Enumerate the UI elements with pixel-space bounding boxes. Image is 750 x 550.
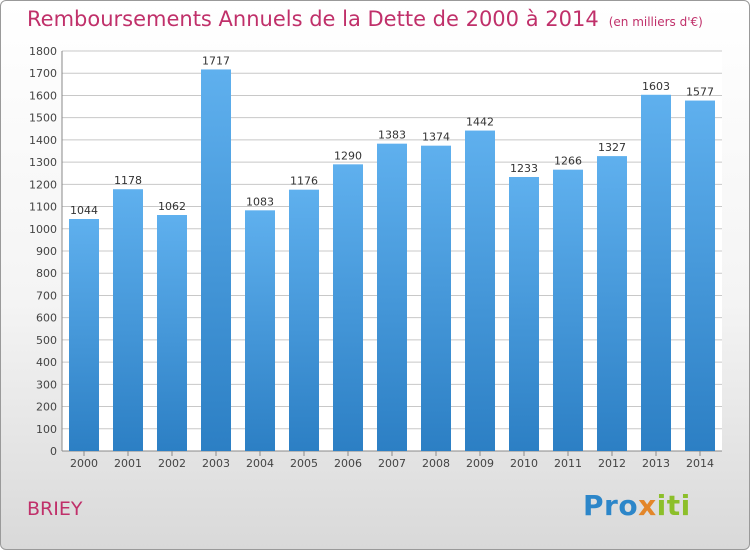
y-tick-label: 300 [36, 378, 57, 391]
x-tick-label: 2007 [378, 457, 406, 470]
data-label: 1577 [686, 86, 714, 99]
data-label: 1383 [378, 129, 406, 142]
town-name: BRIEY [27, 498, 83, 520]
bar [333, 164, 363, 452]
data-label: 1083 [246, 195, 274, 208]
y-tick-label: 1800 [29, 45, 57, 58]
y-tick-label: 1300 [29, 156, 57, 169]
x-tick-label: 2014 [686, 457, 714, 470]
data-label: 1233 [510, 162, 538, 175]
proxiti-logo: Proxiti [583, 489, 691, 522]
bar [421, 145, 451, 451]
logo-part-2: x [638, 489, 657, 522]
y-tick-label: 0 [50, 445, 57, 458]
x-tick-label: 2013 [642, 457, 670, 470]
x-tick-label: 2012 [598, 457, 626, 470]
y-tick-label: 1400 [29, 134, 57, 147]
bar [289, 189, 319, 451]
bar [113, 189, 143, 451]
bar [465, 130, 495, 452]
bar [597, 156, 627, 451]
y-tick-label: 500 [36, 334, 57, 347]
bar [509, 177, 539, 451]
title-text: Remboursements Annuels de la Dette de 20… [27, 7, 599, 31]
y-tick-label: 600 [36, 312, 57, 325]
x-tick-label: 2005 [290, 457, 318, 470]
logo-part-3: iti [656, 489, 691, 522]
bar [685, 100, 715, 452]
data-label: 1044 [70, 204, 98, 217]
data-label: 1290 [334, 149, 362, 162]
x-tick-label: 2010 [510, 457, 538, 470]
y-tick-label: 700 [36, 289, 57, 302]
data-label: 1266 [554, 155, 582, 168]
x-tick-label: 2004 [246, 457, 274, 470]
data-label: 1178 [114, 174, 142, 187]
x-tick-label: 2002 [158, 457, 186, 470]
bar [157, 215, 187, 451]
logo-part-1: Pro [583, 489, 639, 522]
bar [377, 143, 407, 451]
x-tick-label: 2008 [422, 457, 450, 470]
bar [201, 69, 231, 451]
x-tick-label: 2011 [554, 457, 582, 470]
y-tick-label: 200 [36, 401, 57, 414]
y-tick-label: 1700 [29, 67, 57, 80]
x-tick-label: 2001 [114, 457, 142, 470]
x-tick-label: 2003 [202, 457, 230, 470]
x-tick-label: 2000 [70, 457, 98, 470]
x-tick-label: 2009 [466, 457, 494, 470]
data-label: 1176 [290, 175, 318, 188]
unit-text: (en milliers d'€) [608, 15, 703, 29]
y-tick-label: 1600 [29, 89, 57, 102]
chart-title: Remboursements Annuels de la Dette de 20… [27, 7, 703, 31]
data-label: 1603 [642, 80, 670, 93]
x-tick-label: 2006 [334, 457, 362, 470]
y-tick-label: 1000 [29, 223, 57, 236]
data-label: 1374 [422, 131, 450, 144]
y-tick-label: 1200 [29, 178, 57, 191]
data-label: 1327 [598, 141, 626, 154]
bar [553, 169, 583, 451]
y-tick-label: 100 [36, 423, 57, 436]
y-tick-label: 400 [36, 356, 57, 369]
bar [245, 210, 275, 451]
bar [69, 219, 99, 451]
bar [641, 94, 671, 452]
y-tick-label: 1500 [29, 112, 57, 125]
data-label: 1442 [466, 116, 494, 129]
y-tick-label: 900 [36, 245, 57, 258]
y-tick-label: 800 [36, 267, 57, 280]
data-label: 1062 [158, 200, 186, 213]
y-tick-label: 1100 [29, 201, 57, 214]
data-label: 1717 [202, 54, 230, 67]
